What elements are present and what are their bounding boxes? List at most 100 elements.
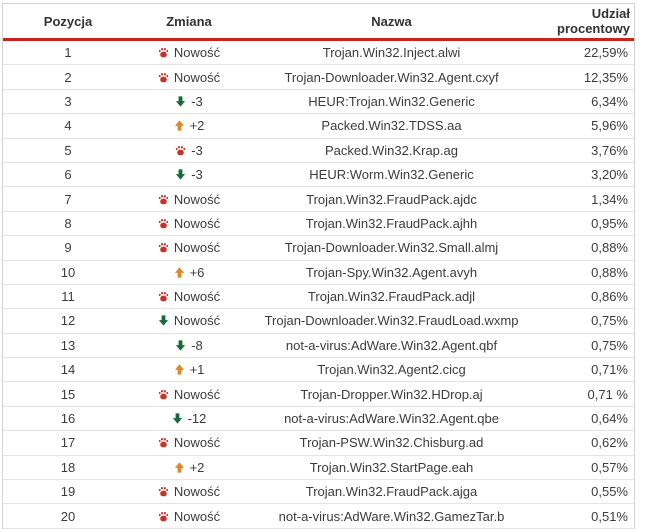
table-row: 20 Nowość not-a-virus:AdWare.Win32.Gamez…: [3, 504, 634, 529]
table-row: 2 Nowość Trojan-Downloader.Win32.Agent.c…: [3, 65, 634, 90]
malware-name-cell: not-a-virus:AdWare.Win32.Agent.qbf: [285, 337, 498, 353]
table-row: 9 Nowość Trojan-Downloader.Win32.Small.a…: [3, 236, 634, 261]
table-row: 6 -3 HEUR:Worm.Win32.Generic 3,20%: [3, 162, 634, 188]
malware-ranking-table: Pozycja Zmiana Nazwa Udział procentowy 1…: [2, 3, 635, 529]
change-label: Nowość: [173, 215, 221, 231]
malware-name-cell: Packed.Win32.TDSS.aa: [321, 118, 462, 134]
position-cell: 4: [64, 118, 72, 134]
new-entry-paw-icon: [158, 218, 169, 229]
table-row: 16 -12 not-a-virus:AdWare.Win32.Agent.qb…: [3, 406, 634, 432]
position-cell: 14: [60, 362, 76, 378]
change-cell: Nowość: [133, 45, 245, 60]
share-percentage-cell: 0,75%: [591, 337, 628, 353]
arrow-down-icon: [176, 340, 186, 351]
change-cell: Nowość: [133, 509, 245, 524]
change-label: Nowość: [173, 69, 221, 85]
share-percentage-cell: 12,35%: [583, 69, 628, 85]
table-row: 13 -8 not-a-virus:AdWare.Win32.Agent.qbf…: [3, 333, 634, 359]
position-cell: 15: [60, 386, 76, 402]
share-percentage-cell: 3,76%: [591, 142, 628, 158]
new-entry-paw-icon: [176, 145, 186, 156]
malware-name-cell: Trojan.Win32.StartPage.eah: [309, 459, 474, 475]
position-cell: 5: [64, 142, 72, 158]
table-row: 5 -3 Packed.Win32.Krap.ag 3,76%: [3, 138, 634, 163]
arrow-up-icon: [174, 462, 184, 473]
new-entry-paw-icon: [158, 72, 169, 82]
position-cell: 19: [60, 484, 76, 500]
column-header-position: Pozycja: [43, 13, 93, 29]
share-percentage-cell: 0,57%: [591, 459, 628, 475]
table-header-row: Pozycja Zmiana Nazwa Udział procentowy: [3, 4, 634, 41]
share-percentage-cell: 5,96%: [591, 118, 628, 134]
position-cell: 20: [60, 508, 76, 524]
column-header-change: Zmiana: [166, 13, 212, 29]
change-cell: Nowość: [133, 484, 245, 499]
change-cell: Nowość: [133, 313, 245, 328]
table-row: 15 Nowość Trojan-Dropper.Win32.HDrop.aj …: [3, 382, 634, 407]
malware-name-cell: Trojan.Win32.FraudPack.ajdc: [306, 191, 477, 207]
position-cell: 7: [64, 191, 72, 207]
position-cell: 10: [60, 264, 76, 280]
table-body: 1 Nowość Trojan.Win32.Inject.alwi 22,59%…: [3, 41, 634, 529]
change-cell: -3: [133, 143, 245, 158]
position-cell: 8: [64, 215, 72, 231]
malware-name-cell: Trojan.Win32.FraudPack.ajhh: [305, 215, 478, 231]
position-cell: 12: [60, 313, 76, 329]
malware-name-cell: Trojan-PSW.Win32.Chisburg.ad: [299, 435, 484, 451]
change-cell: Nowość: [133, 435, 245, 450]
table-row: 4 +2 Packed.Win32.TDSS.aa 5,96%: [3, 114, 634, 139]
position-cell: 3: [64, 93, 72, 109]
column-header-share: Udział procentowy: [538, 6, 634, 36]
new-entry-paw-icon: [158, 194, 169, 204]
share-percentage-cell: 0,64%: [591, 411, 628, 427]
change-label: -12: [187, 411, 207, 427]
table-row: 17 Nowość Trojan-PSW.Win32.Chisburg.ad 0…: [3, 431, 634, 456]
position-cell: 1: [64, 45, 72, 61]
share-percentage-cell: 0,62%: [591, 435, 628, 451]
position-cell: 9: [64, 240, 72, 256]
new-entry-paw-icon: [158, 292, 169, 302]
change-label: Nowość: [173, 508, 221, 524]
table-row: 18 +2 Trojan.Win32.StartPage.eah 0,57%: [3, 455, 634, 481]
column-header-share-line2: procentowy: [557, 21, 630, 36]
malware-name-cell: HEUR:Worm.Win32.Generic: [309, 167, 474, 183]
change-label: -8: [191, 337, 203, 353]
position-cell: 11: [61, 289, 75, 305]
change-label: +2: [189, 118, 205, 134]
arrow-down-icon: [176, 96, 186, 107]
arrow-down-icon: [158, 315, 168, 327]
share-percentage-cell: 0,71%: [591, 362, 628, 378]
share-percentage-cell: 0,71 %: [587, 386, 628, 402]
change-cell: Nowość: [133, 387, 245, 402]
change-label: +1: [189, 362, 205, 378]
table-row: 14 +1 Trojan.Win32.Agent2.cicg 0,71%: [3, 358, 634, 383]
position-cell: 17: [60, 435, 76, 451]
change-cell: +2: [133, 460, 245, 475]
change-cell: Nowość: [133, 70, 245, 85]
column-header-name: Nazwa: [371, 13, 412, 29]
change-cell: Nowość: [133, 192, 245, 207]
position-cell: 13: [60, 337, 76, 353]
share-percentage-cell: 0,88%: [591, 264, 628, 280]
change-cell: Nowość: [133, 216, 245, 231]
table-row: 1 Nowość Trojan.Win32.Inject.alwi 22,59%: [3, 41, 634, 66]
change-cell: -8: [133, 338, 245, 353]
share-percentage-cell: 0,75%: [591, 313, 628, 329]
position-cell: 6: [64, 167, 72, 183]
change-cell: -3: [133, 94, 245, 109]
table-row: 12 Nowość Trojan-Downloader.Win32.FraudL…: [3, 309, 634, 334]
change-cell: +1: [133, 362, 245, 377]
malware-name-cell: not-a-virus:AdWare.Win32.Agent.qbe: [284, 411, 499, 427]
change-label: Nowość: [173, 191, 221, 207]
malware-name-cell: Trojan.Win32.FraudPack.adjl: [307, 289, 476, 305]
table-row: 19 Nowość Trojan.Win32.FraudPack.ajga 0,…: [3, 480, 634, 505]
malware-name-cell: Trojan.Win32.Inject.alwi: [322, 45, 461, 61]
new-entry-paw-icon: [158, 487, 169, 497]
change-label: Nowość: [173, 484, 221, 500]
share-percentage-cell: 0,88%: [591, 240, 628, 256]
arrow-down-icon: [172, 413, 182, 424]
change-cell: Nowość: [133, 240, 245, 255]
change-label: Nowość: [173, 386, 221, 402]
change-cell: -3: [133, 167, 245, 182]
change-label: Nowość: [173, 435, 221, 451]
